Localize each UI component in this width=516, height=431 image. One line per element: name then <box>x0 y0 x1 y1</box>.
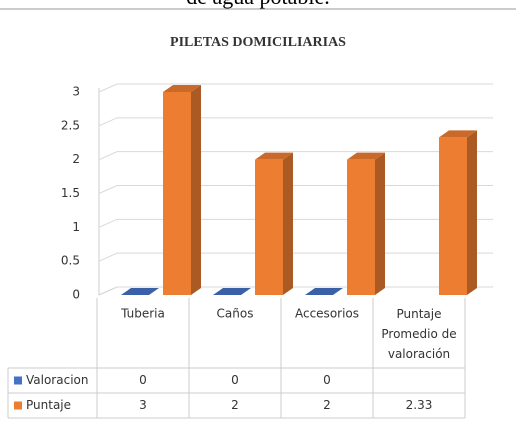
x-tick-label: Accesorios <box>295 307 359 321</box>
bar <box>439 130 477 295</box>
bar <box>121 288 159 295</box>
bar-front <box>347 159 375 295</box>
bar-face <box>163 85 201 92</box>
bar <box>305 288 343 295</box>
table-value: 2 <box>231 398 239 412</box>
chart-title: PILETAS DOMICILIARIAS <box>170 35 346 50</box>
bar-front <box>439 137 467 295</box>
bar-face <box>439 130 477 138</box>
y-tick-label: 2 <box>72 152 80 166</box>
bar-face <box>213 288 251 295</box>
bar-face <box>305 288 343 295</box>
y-tick-label: 0.5 <box>61 254 80 268</box>
bar-front <box>255 159 283 295</box>
bar-face <box>467 130 477 295</box>
bar <box>163 85 201 295</box>
grid-line <box>98 218 493 228</box>
bar <box>213 288 251 295</box>
legend-swatch <box>14 376 22 385</box>
y-tick-label: 1 <box>72 220 80 234</box>
x-tick-label: Caños <box>217 307 254 321</box>
bar-face <box>191 85 201 295</box>
grid-line <box>98 151 493 161</box>
bar-face <box>283 152 293 295</box>
bar-face <box>375 152 385 295</box>
table-value: 0 <box>231 373 239 387</box>
y-tick-label: 3 <box>72 85 80 99</box>
bar <box>255 152 293 295</box>
table-value: 0 <box>139 373 147 387</box>
table-value: 0 <box>323 373 331 387</box>
grid-line <box>98 252 493 262</box>
x-tick-label: Puntaje Promedio de valoración <box>381 307 456 361</box>
bar <box>347 152 385 295</box>
legend-label: Valoracion <box>26 373 88 387</box>
grid-line <box>98 117 493 127</box>
table-value: 2 <box>323 398 331 412</box>
y-tick-label: 2.5 <box>61 118 80 132</box>
y-tick-label: 0 <box>72 288 80 302</box>
grid-line <box>98 185 493 194</box>
y-tick-label: 1.5 <box>61 186 80 200</box>
bar-face <box>121 288 159 295</box>
table-value: 2.33 <box>406 398 433 412</box>
legend-swatch <box>14 401 22 410</box>
bar-face <box>255 152 293 160</box>
table-value: 3 <box>139 398 147 412</box>
bar-face <box>347 152 385 160</box>
bar-front <box>163 92 191 295</box>
grid-line <box>98 83 493 93</box>
legend-label: Puntaje <box>26 398 71 412</box>
header-text: de agua potable. <box>186 0 330 9</box>
x-tick-label: Tuberia <box>120 307 165 321</box>
